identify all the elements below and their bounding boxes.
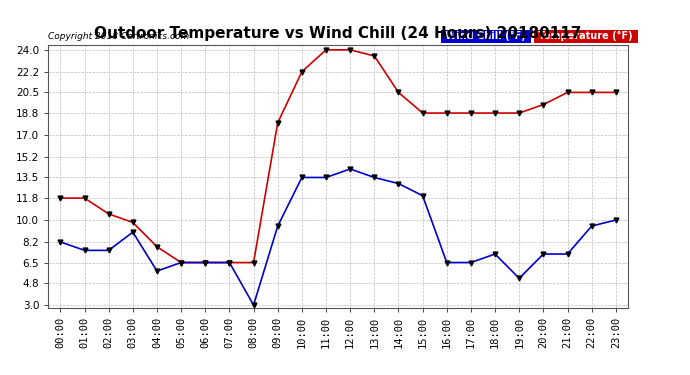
Text: Temperature (°F): Temperature (°F) <box>535 31 636 41</box>
Title: Outdoor Temperature vs Wind Chill (24 Hours) 20180117: Outdoor Temperature vs Wind Chill (24 Ho… <box>95 26 582 41</box>
Text: Copyright 2018 Cartronics.com: Copyright 2018 Cartronics.com <box>48 32 190 41</box>
Text: Wind Chill (°F): Wind Chill (°F) <box>442 31 529 41</box>
